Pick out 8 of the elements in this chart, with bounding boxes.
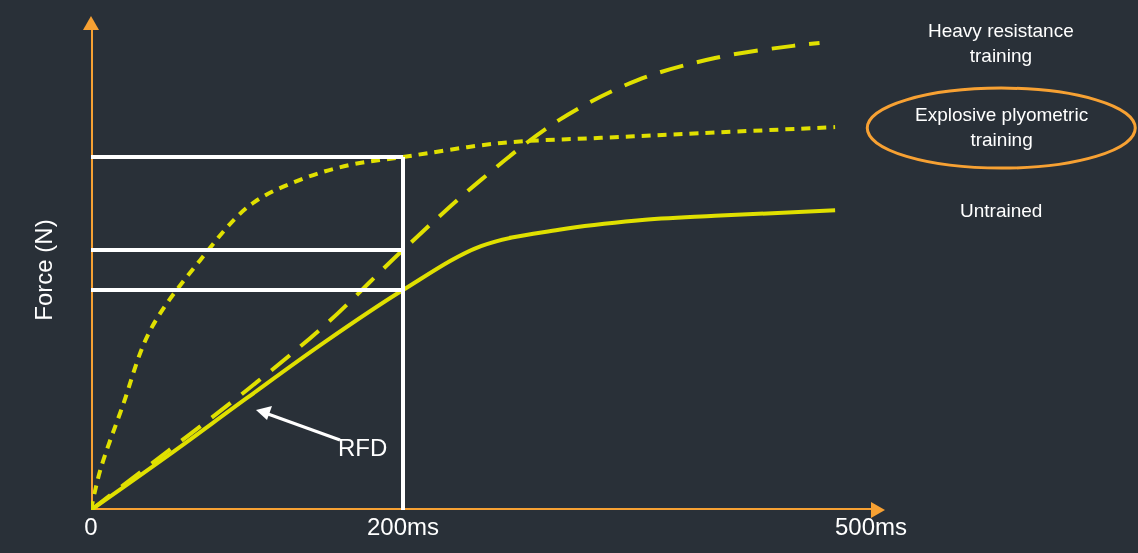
- text: Explosive plyometric training: [915, 104, 1089, 150]
- x-tick-label: 0: [84, 513, 98, 540]
- x-tick-label: 500ms: [834, 513, 908, 540]
- y-axis-title: Force (N): [30, 219, 58, 321]
- text: Untrained: [960, 200, 1043, 221]
- annotation: RFD: [338, 434, 388, 461]
- text: Heavy resistance training: [928, 20, 1074, 66]
- x-tick-label: 200ms: [366, 513, 440, 540]
